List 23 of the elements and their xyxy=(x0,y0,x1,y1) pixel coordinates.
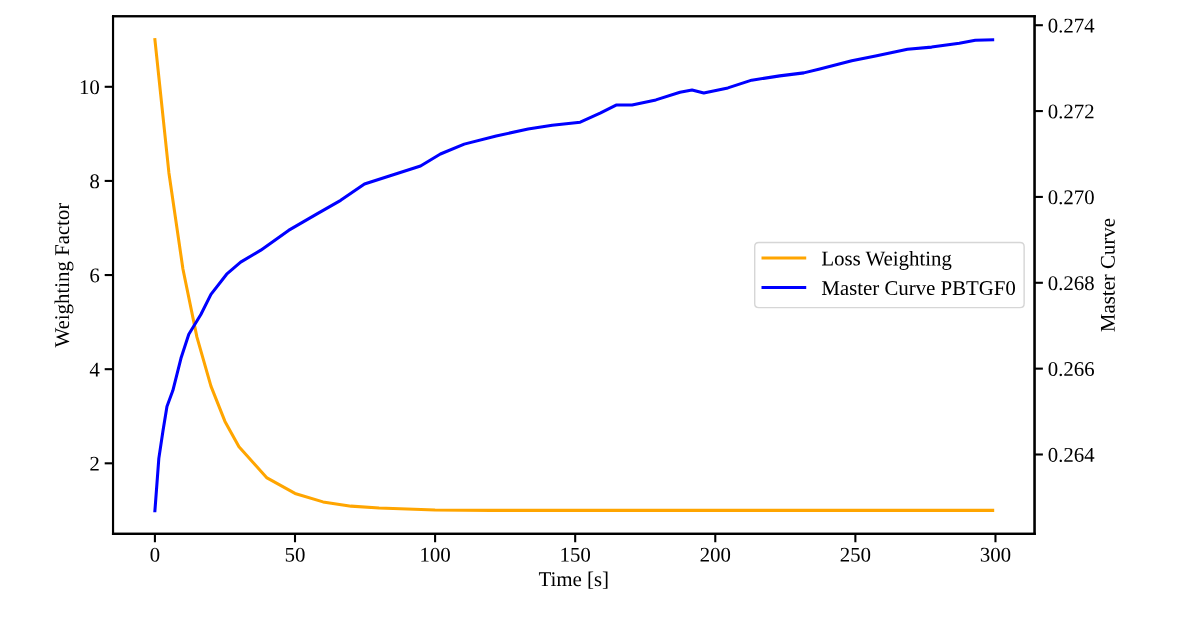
legend-label: Loss Weighting xyxy=(821,250,952,270)
legend-label: Master Curve PBTGF0 xyxy=(821,281,1016,296)
y-tick-label: 6 xyxy=(90,268,100,283)
x-tick-label: 0 xyxy=(150,547,160,562)
y2-tick-label: 0.270 xyxy=(1048,190,1094,205)
x-axis-title: Time [s] xyxy=(538,571,608,589)
x-tick-label: 50 xyxy=(285,547,305,562)
y-axis-title: Weighting Factor xyxy=(54,202,74,348)
y-tick-label: 10 xyxy=(80,80,100,95)
y2-axis-title: Master Curve xyxy=(1100,218,1115,332)
y-tick-label: 8 xyxy=(90,174,100,189)
y-tick-label: 4 xyxy=(89,362,100,377)
y2-tick-label: 0.264 xyxy=(1048,447,1095,463)
x-tick-label: 300 xyxy=(980,547,1011,562)
y2-tick-label: 0.274 xyxy=(1048,18,1095,33)
y2-tick-label: 0.272 xyxy=(1048,104,1094,119)
x-tick-label: 100 xyxy=(421,547,450,562)
y2-tick-label: 0.266 xyxy=(1048,362,1094,377)
y-tick-label: 2 xyxy=(90,456,99,471)
x-tick-label: 200 xyxy=(700,547,731,562)
x-tick-label: 150 xyxy=(561,547,591,562)
x-tick-label: 250 xyxy=(840,547,871,562)
y2-tick-label: 0.268 xyxy=(1048,276,1094,291)
